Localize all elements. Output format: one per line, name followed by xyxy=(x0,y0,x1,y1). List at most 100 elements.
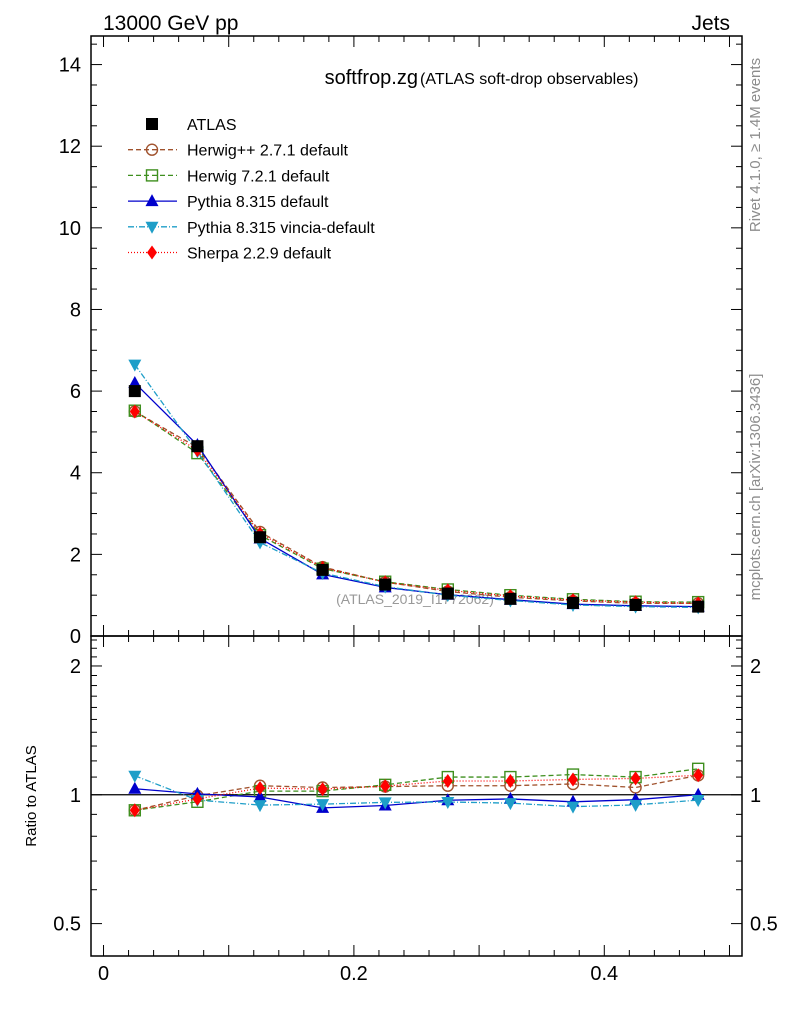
main-point-atlas xyxy=(441,587,454,600)
ratio-point-vincia xyxy=(253,800,267,813)
legend-item-atlas: ATLAS xyxy=(146,117,237,134)
main-ytick-label: 6 xyxy=(70,381,81,403)
main-ytick-label: 14 xyxy=(59,55,81,77)
mcplots-label: mcplots.cern.ch [arXiv:1306.3436] xyxy=(747,374,764,601)
ratio-point-vincia xyxy=(128,770,142,783)
ratio-line-pythia xyxy=(134,788,699,809)
main-point-atlas xyxy=(629,598,642,611)
main-panel: 0 2 4 6 8 10 12 14 softfrop.zg (ATLAS soft-drop… xyxy=(59,35,743,648)
legend-label-herwig7: Herwig 7.2.1 default xyxy=(187,168,330,185)
legend-label-herwigpp: Herwig++ 2.7.1 default xyxy=(187,143,349,160)
ratio-point-pythia xyxy=(253,790,267,803)
main-series-herwigpp xyxy=(128,405,705,610)
ratio-point-sherpa xyxy=(255,781,266,796)
ratio-frame xyxy=(90,635,743,957)
ratio-y-axis: 0.5 0.5 1 1 2 2 xyxy=(53,639,778,936)
main-ytick-label: 12 xyxy=(59,136,81,158)
main-point-atlas xyxy=(254,531,267,544)
main-point-sherpa xyxy=(129,404,140,419)
main-point-atlas xyxy=(566,596,579,609)
ratio-point-vincia xyxy=(691,795,705,808)
main-point-vincia xyxy=(128,359,142,372)
main-line-pythia xyxy=(134,382,699,608)
main-series-pythia xyxy=(128,375,705,612)
legend-label-atlas: ATLAS xyxy=(187,117,237,134)
ratio-point-sherpa xyxy=(380,779,391,794)
ratio-line-herwig7 xyxy=(134,768,699,811)
main-point-atlas xyxy=(379,578,392,591)
main-y-axis: 0 2 4 6 8 10 12 14 xyxy=(59,43,742,648)
legend-item-herwig7: Herwig 7.2.1 default xyxy=(128,168,330,185)
legend-marker-pythia xyxy=(145,194,159,207)
main-ytick-label: 4 xyxy=(70,463,81,485)
plot-subtitle: (ATLAS soft-drop observables) xyxy=(420,71,638,88)
ratio-series-herwig7 xyxy=(128,762,705,817)
legend-marker-atlas xyxy=(146,118,158,130)
ratio-line-vincia xyxy=(134,775,699,808)
legend-item-herwigpp: Herwig++ 2.7.1 default xyxy=(128,143,349,160)
ratio-x-axis: 0 0.2 0.4 xyxy=(98,636,730,985)
main-line-herwig7 xyxy=(134,410,699,603)
ratio-series-herwigpp xyxy=(128,769,705,817)
legend-label-sherpa: Sherpa 2.2.9 default xyxy=(187,246,332,263)
xtick-label: 0.2 xyxy=(340,963,368,985)
ratio-ylabel: Ratio to ATLAS xyxy=(23,745,40,846)
legend-item-vincia: Pythia 8.315 vincia-default xyxy=(128,220,375,237)
main-line-vincia xyxy=(134,364,699,609)
ratio-ytick-label-right: 1 xyxy=(750,785,761,807)
ratio-point-vincia xyxy=(316,799,330,812)
main-point-atlas xyxy=(504,592,517,605)
legend-marker-herwigpp xyxy=(145,143,159,156)
ratio-point-sherpa xyxy=(630,771,641,786)
ratio-ytick-label-right: 0.5 xyxy=(750,914,778,936)
main-series-herwig7 xyxy=(128,404,705,609)
main-series-atlas xyxy=(128,385,705,613)
ratio-point-vincia xyxy=(378,797,392,810)
legend-marker-herwig7 xyxy=(145,169,159,182)
ratio-panel: 0.5 0.5 1 1 2 2 0 0.2 0.4 Ratio to ATLAS xyxy=(23,635,778,985)
xtick-label: 0.4 xyxy=(590,963,618,985)
ratio-point-vincia xyxy=(441,796,455,809)
ratio-point-sherpa xyxy=(567,772,578,787)
main-point-atlas xyxy=(692,600,705,613)
legend-item-pythia: Pythia 8.315 default xyxy=(128,194,329,211)
main-ytick-label: 8 xyxy=(70,299,81,321)
main-ytick-label: 2 xyxy=(70,544,81,566)
ratio-point-vincia xyxy=(566,801,580,814)
main-x-ticks xyxy=(103,36,730,636)
main-point-atlas xyxy=(191,440,204,453)
ratio-ytick-label-right: 2 xyxy=(750,656,761,678)
legend-item-sherpa: Sherpa 2.2.9 default xyxy=(128,245,332,263)
main-ytick-label: 10 xyxy=(59,218,81,240)
ratio-point-sherpa xyxy=(129,803,140,818)
ratio-series-group xyxy=(128,762,705,818)
rivet-version-label: Rivet 4.1.0, ≥ 1.4M events xyxy=(747,58,764,232)
ratio-series-sherpa xyxy=(129,768,704,818)
ratio-point-vincia xyxy=(629,799,643,812)
legend-label-vincia: Pythia 8.315 vincia-default xyxy=(187,220,375,237)
analysis-watermark: (ATLAS_2019_I1772062) xyxy=(336,591,494,607)
ratio-ytick-label: 1 xyxy=(70,785,81,807)
plot-title: softfrop.zg xyxy=(325,67,418,89)
main-series-group xyxy=(128,359,705,615)
ratio-point-sherpa xyxy=(505,773,516,788)
ratio-line-sherpa xyxy=(134,774,699,811)
ratio-ytick-label: 0.5 xyxy=(53,914,81,936)
header-left: 13000 GeV pp xyxy=(103,12,238,35)
main-line-sherpa xyxy=(134,410,699,604)
main-line-herwigpp xyxy=(134,410,699,604)
ratio-series-vincia xyxy=(128,770,705,814)
main-point-pythia xyxy=(128,375,142,388)
legend-label-pythia: Pythia 8.315 default xyxy=(187,194,329,211)
legend: ATLAS Herwig++ 2.7.1 default Herwig 7.2.1 … xyxy=(128,117,375,263)
xtick-label: 0 xyxy=(98,963,109,985)
main-series-vincia xyxy=(128,359,705,615)
legend-marker-vincia xyxy=(145,221,159,234)
main-point-atlas xyxy=(316,563,329,576)
ratio-point-sherpa xyxy=(442,773,453,788)
legend-marker-sherpa xyxy=(147,245,157,260)
ratio-line-herwigpp xyxy=(134,774,699,811)
ratio-ytick-label: 2 xyxy=(70,656,81,678)
ratio-point-pythia xyxy=(128,781,142,794)
